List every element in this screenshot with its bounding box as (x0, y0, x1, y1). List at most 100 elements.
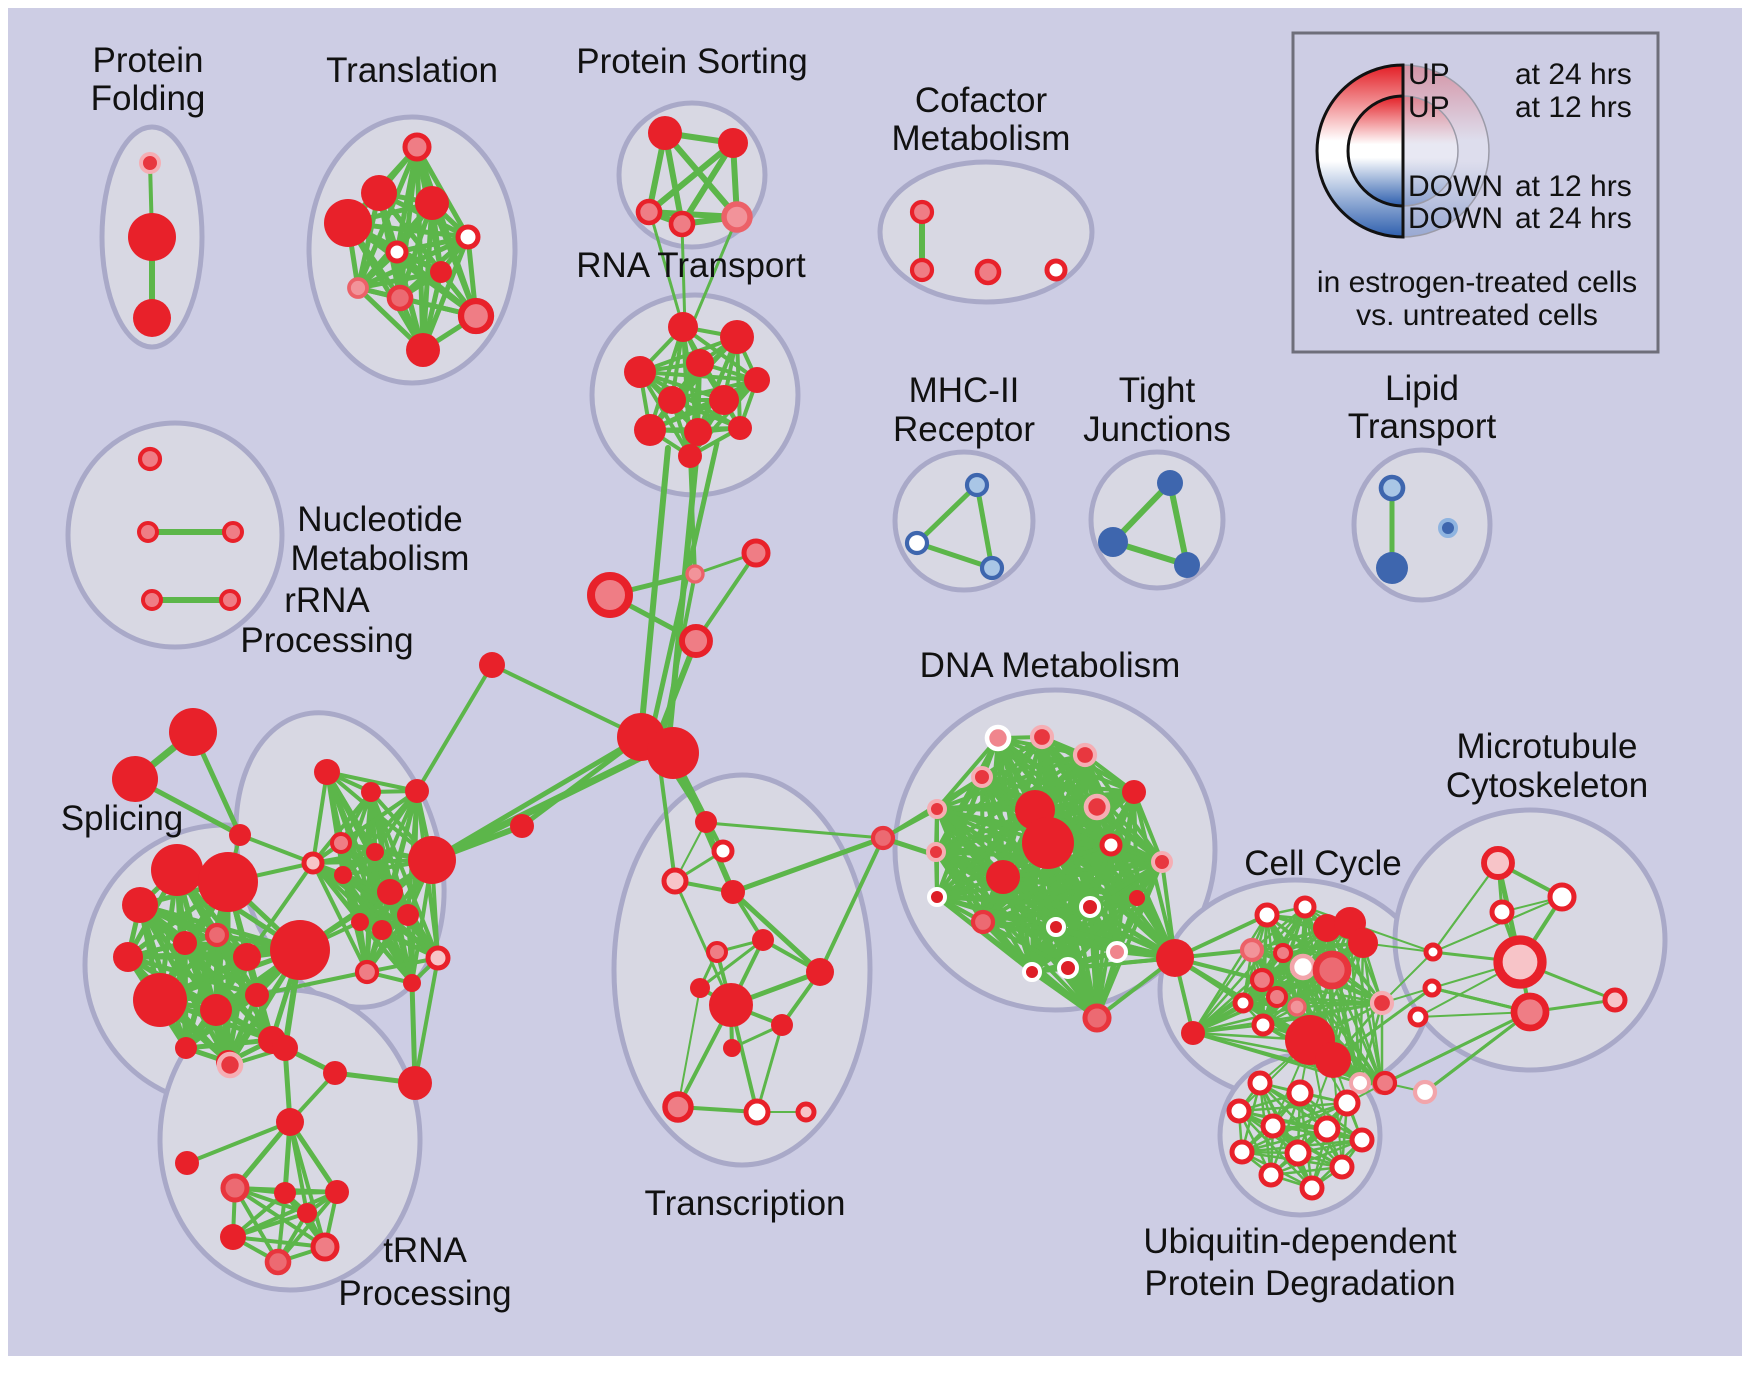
edge-rrna-processing (325, 770, 419, 793)
inter-cluster-edge (730, 835, 886, 895)
inter-cluster-edge (490, 663, 643, 739)
cluster-protein-folding-label: Protein (93, 41, 204, 80)
node-dna-metabolism-0 (984, 724, 1012, 752)
cluster-translation-label: Translation (326, 51, 498, 90)
node-rna-transport-10 (678, 444, 702, 468)
node-microtubule-cytoskeleton-10 (1412, 1079, 1438, 1105)
node-connectors-9 (169, 708, 217, 756)
inter-cluster-edge (238, 833, 315, 865)
edge-trna-processing (276, 1190, 339, 1264)
cluster-rna-transport-label: RNA Transport (576, 246, 806, 285)
node-nucleotide-metabolism-1 (137, 521, 159, 543)
inter-cluster-edge (660, 572, 697, 744)
node-ubiquitin-degradation-4 (1260, 1113, 1286, 1139)
node-connectors-3 (679, 624, 713, 658)
node-dna-metabolism-4 (927, 799, 947, 819)
node-translation-0 (402, 132, 432, 162)
node-dna-metabolism-9 (1022, 817, 1074, 869)
edge-rrna-processing (380, 928, 414, 985)
edge-dna-metabolism (1095, 805, 1164, 864)
edge-transcription (698, 938, 765, 990)
edge-translation (345, 220, 426, 353)
edge-dna-metabolism (935, 860, 1164, 899)
node-transcription-2 (661, 867, 689, 895)
edge-cell-cycle (1191, 913, 1269, 1035)
node-rna-transport-2 (624, 356, 656, 388)
edge-rrna-processing (311, 790, 373, 865)
cluster-mhc-ii-receptor-label: Receptor (893, 410, 1035, 449)
cluster-nucleotide-metabolism-label: Nucleotide (297, 500, 462, 539)
legend-row-2-time: at 12 hrs (1515, 170, 1632, 203)
node-microtubule-cytoskeleton-5 (1422, 978, 1442, 998)
edge-mhc-ii-receptor (914, 540, 995, 571)
node-mhc-ii-receptor-1 (904, 530, 930, 556)
inter-cluster-edge (706, 821, 885, 840)
edge-rna-transport (638, 335, 739, 374)
node-cell-cycle-0 (1254, 902, 1280, 928)
node-dna-metabolism-13 (1129, 890, 1145, 906)
edge-dna-metabolism (935, 895, 1092, 909)
legend-row-0-time: at 24 hrs (1515, 58, 1632, 91)
node-microtubule-cytoskeleton-2 (1489, 899, 1515, 925)
edge-cell-cycle (1295, 1001, 1384, 1009)
node-cell-cycle-12 (1251, 1013, 1275, 1037)
node-rrna-processing-10 (351, 913, 369, 931)
edge-microtubule-cytoskeleton (1432, 862, 1499, 953)
node-cell-cycle-8 (1312, 950, 1352, 990)
node-rrna-processing-7 (377, 879, 403, 905)
node-splicing-6 (233, 943, 261, 971)
edge-cell-cycle (1191, 1031, 1384, 1087)
node-rrna-processing-2 (405, 779, 429, 803)
node-transcription-11 (662, 1091, 694, 1123)
node-mhc-ii-receptor-0 (964, 472, 990, 498)
legend-footer: vs. untreated cells (1356, 299, 1598, 332)
node-cell-cycle-1 (1293, 895, 1317, 919)
node-splicing-13 (175, 1037, 197, 1059)
node-connectors-0 (587, 572, 633, 618)
node-cell-cycle-18 (1181, 1021, 1205, 1045)
cluster-cofactor-metabolism-label: Metabolism (892, 119, 1071, 158)
node-transcription-6 (690, 978, 710, 998)
node-transcription-10 (723, 1039, 741, 1057)
cluster-lipid-transport-label: Transport (1348, 407, 1497, 446)
node-trna-processing-5 (310, 1232, 340, 1262)
node-trna-chain-4 (276, 1108, 304, 1136)
node-nucleotide-metabolism-0 (137, 446, 163, 472)
inter-cluster-edge (638, 445, 671, 736)
node-trna-chain-3 (398, 1066, 432, 1100)
node-connectors-11 (229, 824, 251, 846)
node-ubiquitin-degradation-1 (1286, 1079, 1314, 1107)
edge-transcription (755, 1023, 784, 1114)
inter-cluster-edge (428, 744, 664, 864)
node-splicing-1 (151, 844, 203, 896)
cluster-mhc-ii-receptor-ellipse (892, 449, 1036, 593)
node-rrna-processing-3 (330, 832, 352, 854)
node-rna-transport-7 (634, 414, 666, 446)
node-connectors-10 (112, 756, 158, 802)
node-microtubule-cytoskeleton-6 (1510, 992, 1550, 1032)
edge-cell-cycle (1358, 1001, 1384, 1085)
node-trna-processing-4 (297, 1203, 317, 1223)
cluster-cell-cycle-label: Cell Cycle (1244, 844, 1402, 883)
edge-rrna-processing (406, 913, 414, 985)
cluster-tight-junctions-label: Junctions (1083, 410, 1231, 449)
cluster-microtubule-cytoskeleton-label: Cytoskeleton (1446, 766, 1648, 805)
edge-protein-sorting (662, 130, 740, 220)
cluster-splicing-label: Splicing (61, 799, 184, 838)
node-rrna-processing-0 (314, 759, 340, 785)
edge-rrna-processing (369, 790, 440, 960)
edge-dna-metabolism (981, 920, 1177, 960)
legend-half-faded (1402, 95, 1459, 207)
node-microtubule-cytoskeleton-8 (1407, 1006, 1429, 1028)
node-translation-9 (457, 297, 495, 335)
node-dna-metabolism-10 (986, 860, 1020, 894)
edge-rrna-processing (311, 770, 329, 865)
edge-cell-cycle (1330, 968, 1384, 1087)
node-translation-2 (415, 186, 449, 220)
node-transcription-13 (795, 1101, 817, 1123)
node-rna-transport-8 (684, 418, 712, 446)
node-lipid-transport-1 (1438, 518, 1458, 538)
edge-transcription (730, 889, 823, 975)
node-ubiquitin-degradation-11 (1299, 1175, 1325, 1201)
node-dna-metabolism-18 (1022, 962, 1042, 982)
